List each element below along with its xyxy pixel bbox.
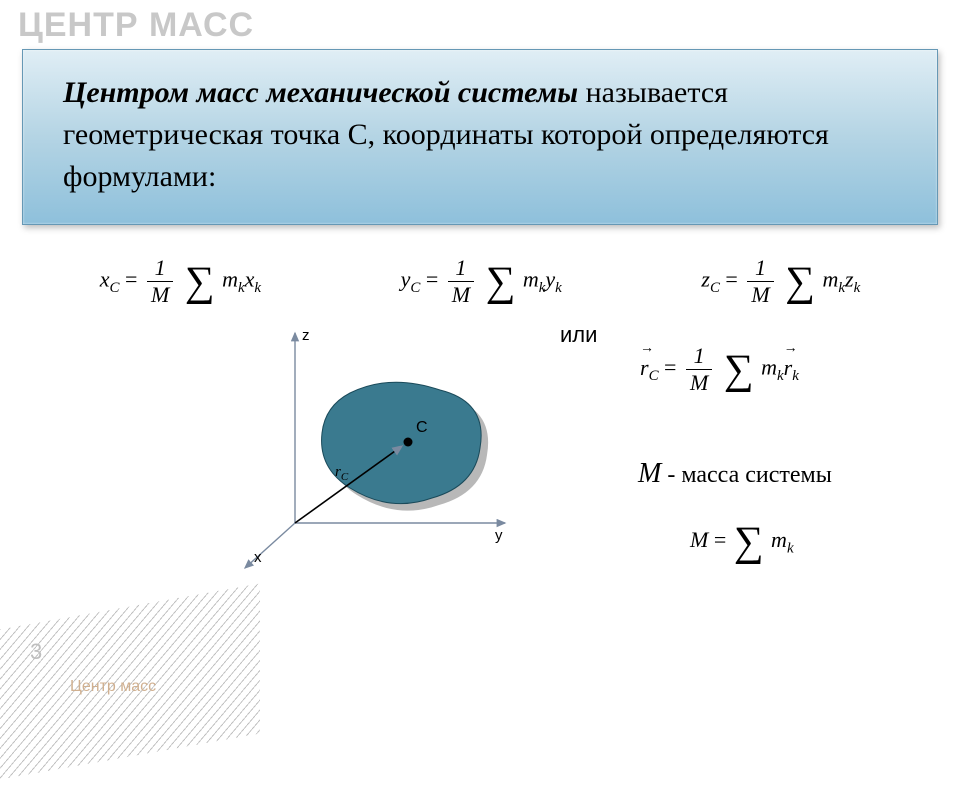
- definition-box: Центром масс механической системы называ…: [22, 49, 938, 225]
- formula-rc: →rC = 1M ∑ mk→rk: [640, 343, 799, 396]
- formula-yc: yC = 1M ∑ mkyk: [401, 255, 562, 308]
- coordinate-diagram: z y x C rC: [240, 318, 540, 578]
- formula-zc: zC = 1M ∑ mkzk: [701, 255, 860, 308]
- footer-text: Центр масс: [70, 678, 156, 696]
- svg-text:x: x: [254, 549, 262, 566]
- formula-xc: xC = 1M ∑ mkxk: [100, 255, 261, 308]
- lower-region: или →rC = 1M ∑ mk→rk M - масса системы M…: [0, 318, 960, 628]
- mass-label: M - масса системы: [638, 458, 832, 490]
- or-label: или: [560, 322, 597, 348]
- formula-mass-sum: M = ∑ mk: [690, 518, 794, 566]
- formulas-row: xC = 1M ∑ mkxk yC = 1M ∑ mkyk zC = 1M ∑ …: [30, 255, 930, 308]
- slide-title: ЦЕНТР МАСС: [0, 0, 960, 45]
- svg-text:C: C: [416, 419, 428, 436]
- svg-text:z: z: [302, 327, 310, 344]
- svg-text:y: y: [495, 527, 503, 544]
- page-number: 3: [30, 639, 42, 665]
- definition-lead: Центром масс механической системы: [63, 76, 578, 109]
